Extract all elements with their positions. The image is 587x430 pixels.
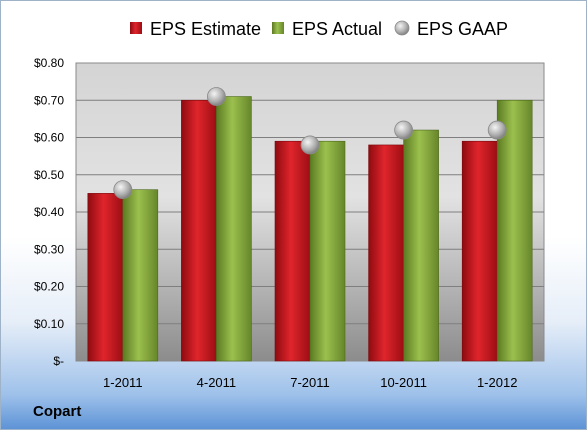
y-tick-label: $- — [53, 354, 64, 368]
legend-label: EPS Actual — [292, 19, 382, 39]
bar-eps-estimate — [461, 140, 498, 362]
bar-eps-actual — [496, 99, 533, 362]
x-tick-label: 10-2011 — [380, 375, 427, 390]
y-tick-label: $0.70 — [34, 93, 64, 107]
bar-eps-actual — [216, 96, 252, 362]
legend-swatch-eps-gaap — [394, 20, 410, 36]
marker-eps-gaap — [487, 120, 507, 140]
y-tick-label: $0.20 — [34, 280, 64, 294]
bar-eps-actual — [122, 189, 159, 362]
legend-label: EPS GAAP — [417, 19, 508, 39]
y-tick-label: $0.30 — [34, 242, 64, 256]
x-tick-label: 1-2012 — [477, 375, 517, 390]
plot-area: $- $0.10 $0.20 $0.30 $0.40 $0.50 $0.60 $0.70 $0.… — [34, 56, 545, 390]
x-tick-label: 4-2011 — [197, 375, 237, 390]
y-tick-label: $0.40 — [34, 205, 64, 219]
bar-eps-estimate — [274, 140, 311, 362]
marker-eps-gaap — [206, 87, 226, 106]
legend-swatch-eps-estimate — [130, 22, 142, 34]
company-name: Copart — [33, 403, 82, 420]
bar-eps-estimate — [368, 144, 404, 362]
legend-swatch-eps-actual — [272, 22, 284, 34]
y-tick-label: $0.80 — [34, 56, 64, 70]
marker-eps-gaap — [300, 135, 320, 155]
y-tick-label: $0.60 — [34, 131, 64, 145]
bar-eps-estimate — [87, 193, 124, 362]
bar-eps-estimate — [181, 99, 217, 362]
legend: EPS Estimate EPS Actual EPS GAAP — [130, 19, 508, 39]
x-tick-label: 7-2011 — [290, 375, 330, 390]
y-tick-label: $0.10 — [34, 317, 64, 331]
bar-eps-actual — [309, 140, 346, 362]
y-tick-label: $0.50 — [34, 168, 64, 182]
marker-eps-gaap — [113, 180, 133, 200]
marker-eps-gaap — [394, 120, 414, 140]
x-tick-label: 1-2011 — [103, 375, 143, 390]
bar-eps-actual — [403, 129, 439, 362]
legend-label: EPS Estimate — [150, 19, 261, 39]
